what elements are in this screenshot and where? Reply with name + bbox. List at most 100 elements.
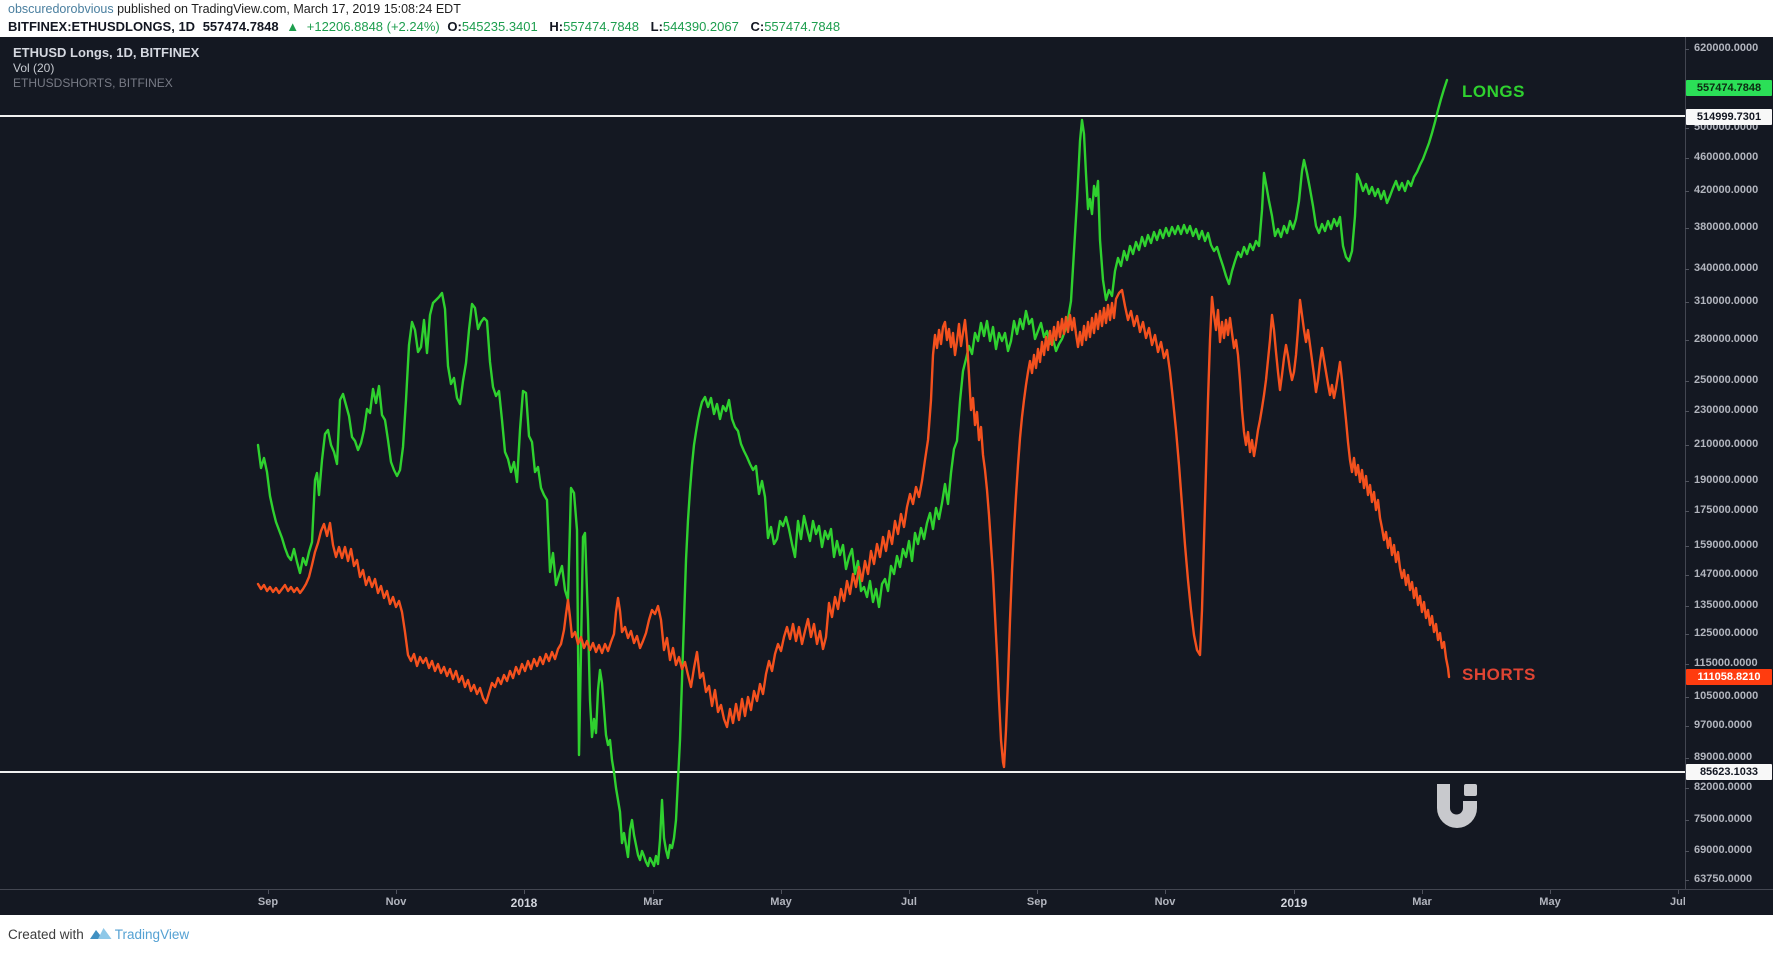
price-tick-label: 97000.0000 bbox=[1694, 719, 1753, 731]
time-tick-label: Sep bbox=[257, 896, 279, 908]
time-tick-label: May bbox=[1539, 896, 1561, 908]
price-tick-label: 230000.0000 bbox=[1694, 404, 1759, 416]
time-tick-mark bbox=[524, 890, 525, 894]
time-tick-label: Mar bbox=[643, 896, 663, 908]
price-tick-mark bbox=[1685, 606, 1689, 607]
price-tick-label: 75000.0000 bbox=[1694, 813, 1753, 825]
shorts-series-label: SHORTS bbox=[1462, 665, 1536, 684]
price-tick-label: 310000.0000 bbox=[1694, 295, 1759, 307]
series-line-ethusd-longs bbox=[256, 78, 1449, 868]
price-tick-label: 460000.0000 bbox=[1694, 151, 1759, 163]
tradingview-brand-link[interactable]: TradingView bbox=[114, 927, 190, 942]
open-value: 545235.3401 bbox=[461, 19, 538, 34]
price-tick-mark bbox=[1685, 411, 1689, 412]
open-label: O: bbox=[447, 19, 462, 34]
legend-compare-series[interactable]: ETHUSDSHORTS, BITFINEX bbox=[13, 76, 173, 90]
close-value: 557474.7848 bbox=[764, 19, 841, 34]
symbol-name[interactable]: BITFINEX:ETHUSDLONGS, 1D bbox=[8, 19, 196, 34]
price-axis[interactable]: 620000.0000 500000.0000 460000.0000 420000.… bbox=[1685, 37, 1773, 889]
time-tick-mark bbox=[396, 890, 397, 894]
time-tick-label: Mar bbox=[1412, 896, 1432, 908]
longs-series-label: LONGS bbox=[1462, 82, 1525, 101]
publish-info-text: published on TradingView.com, March 17, … bbox=[113, 2, 461, 16]
time-tick-mark bbox=[1422, 890, 1423, 894]
price-tick-mark bbox=[1685, 880, 1689, 881]
time-axis[interactable]: Sep Nov 2018 Mar May Jul Sep Nov 2019 Mar May Jul bbox=[0, 890, 1685, 915]
symbol-info-bar: BITFINEX:ETHUSDLONGS, 1D 557474.7848 ▲ +… bbox=[0, 17, 1773, 37]
time-tick-mark bbox=[1550, 890, 1551, 894]
price-badge-green: 557474.7848 bbox=[1686, 80, 1772, 96]
time-tick-label: Nov bbox=[1154, 896, 1176, 908]
price-tick-label: 82000.0000 bbox=[1694, 781, 1753, 793]
price-tick-mark bbox=[1685, 851, 1689, 852]
price-tick-mark bbox=[1685, 788, 1689, 789]
time-tick-label: Nov bbox=[385, 896, 407, 908]
price-tick-label: 115000.0000 bbox=[1694, 657, 1758, 669]
price-tick-label: 135000.0000 bbox=[1694, 599, 1759, 611]
legend-volume-indicator[interactable]: Vol (20) bbox=[13, 61, 55, 75]
price-tick-mark bbox=[1685, 511, 1689, 512]
high-value: 557474.7848 bbox=[563, 19, 640, 34]
bitfinex-watermark-icon bbox=[1436, 784, 1478, 835]
price-tick-label: 105000.0000 bbox=[1694, 690, 1759, 702]
price-tick-label: 69000.0000 bbox=[1694, 844, 1753, 856]
footer-bar: Created with TradingView bbox=[0, 915, 1773, 953]
chart-canvas[interactable] bbox=[0, 37, 1685, 915]
price-tick-mark bbox=[1685, 697, 1689, 698]
tradingview-logo-icon bbox=[89, 925, 112, 944]
price-tick-label: 63750.0000 bbox=[1694, 873, 1753, 885]
price-tick-mark bbox=[1685, 820, 1689, 821]
low-value: 544390.2067 bbox=[662, 19, 739, 34]
author-link[interactable]: obscuredorobvious bbox=[8, 2, 114, 16]
time-tick-label: Jul bbox=[901, 896, 917, 908]
price-tick-label: 250000.0000 bbox=[1694, 374, 1759, 386]
time-tick-label: 2018 bbox=[510, 896, 538, 910]
time-tick-mark bbox=[653, 890, 654, 894]
price-tick-label: 89000.0000 bbox=[1694, 751, 1753, 763]
price-tick-label: 190000.0000 bbox=[1694, 474, 1759, 486]
price-tick-mark bbox=[1685, 128, 1689, 129]
price-tick-mark bbox=[1685, 228, 1689, 229]
price-tick-label: 620000.0000 bbox=[1694, 42, 1759, 54]
time-tick-label: Jul bbox=[1670, 896, 1685, 908]
price-tick-mark bbox=[1685, 302, 1689, 303]
time-tick-mark bbox=[1037, 890, 1038, 894]
price-badge-red: 111058.8210 bbox=[1686, 669, 1772, 685]
price-tick-mark bbox=[1685, 381, 1689, 382]
price-tick-mark bbox=[1685, 481, 1689, 482]
price-tick-mark bbox=[1685, 269, 1689, 270]
price-tick-label: 420000.0000 bbox=[1694, 184, 1759, 196]
price-tick-label: 125000.0000 bbox=[1694, 627, 1759, 639]
time-tick-label: Sep bbox=[1026, 896, 1048, 908]
price-tick-mark bbox=[1685, 634, 1689, 635]
price-tick-mark bbox=[1685, 445, 1689, 446]
price-tick-label: 340000.0000 bbox=[1694, 262, 1759, 274]
last-price: 557474.7848 bbox=[202, 19, 279, 34]
time-axis-border bbox=[0, 889, 1773, 890]
price-tick-mark bbox=[1685, 191, 1689, 192]
publish-info-bar: obscuredorobvious published on TradingVi… bbox=[0, 0, 1773, 17]
created-with-text: Created with bbox=[8, 927, 84, 942]
price-badge-white: 85623.1033 bbox=[1686, 764, 1772, 780]
chart-pane[interactable]: ETHUSD Longs, 1D, BITFINEX Vol (20) ETHU… bbox=[0, 37, 1773, 915]
close-label: C: bbox=[750, 19, 765, 34]
change-arrow-up-icon: ▲ bbox=[286, 19, 300, 34]
time-tick-mark bbox=[1165, 890, 1166, 894]
legend-main-series[interactable]: ETHUSD Longs, 1D, BITFINEX bbox=[13, 45, 200, 60]
time-tick-label: May bbox=[770, 896, 792, 908]
price-tick-mark bbox=[1685, 158, 1689, 159]
time-tick-mark bbox=[909, 890, 910, 894]
price-tick-label: 159000.0000 bbox=[1694, 539, 1759, 551]
price-tick-mark bbox=[1685, 758, 1689, 759]
price-tick-label: 280000.0000 bbox=[1694, 333, 1759, 345]
chart-legend: ETHUSD Longs, 1D, BITFINEX Vol (20) ETHU… bbox=[13, 45, 199, 91]
high-label: H: bbox=[549, 19, 564, 34]
price-tick-mark bbox=[1685, 726, 1689, 727]
time-tick-label: 2019 bbox=[1280, 896, 1308, 910]
price-tick-mark bbox=[1685, 575, 1689, 576]
price-tick-mark bbox=[1685, 546, 1689, 547]
price-axis-border bbox=[1685, 37, 1686, 889]
price-tick-mark bbox=[1685, 49, 1689, 50]
price-tick-mark bbox=[1685, 340, 1689, 341]
